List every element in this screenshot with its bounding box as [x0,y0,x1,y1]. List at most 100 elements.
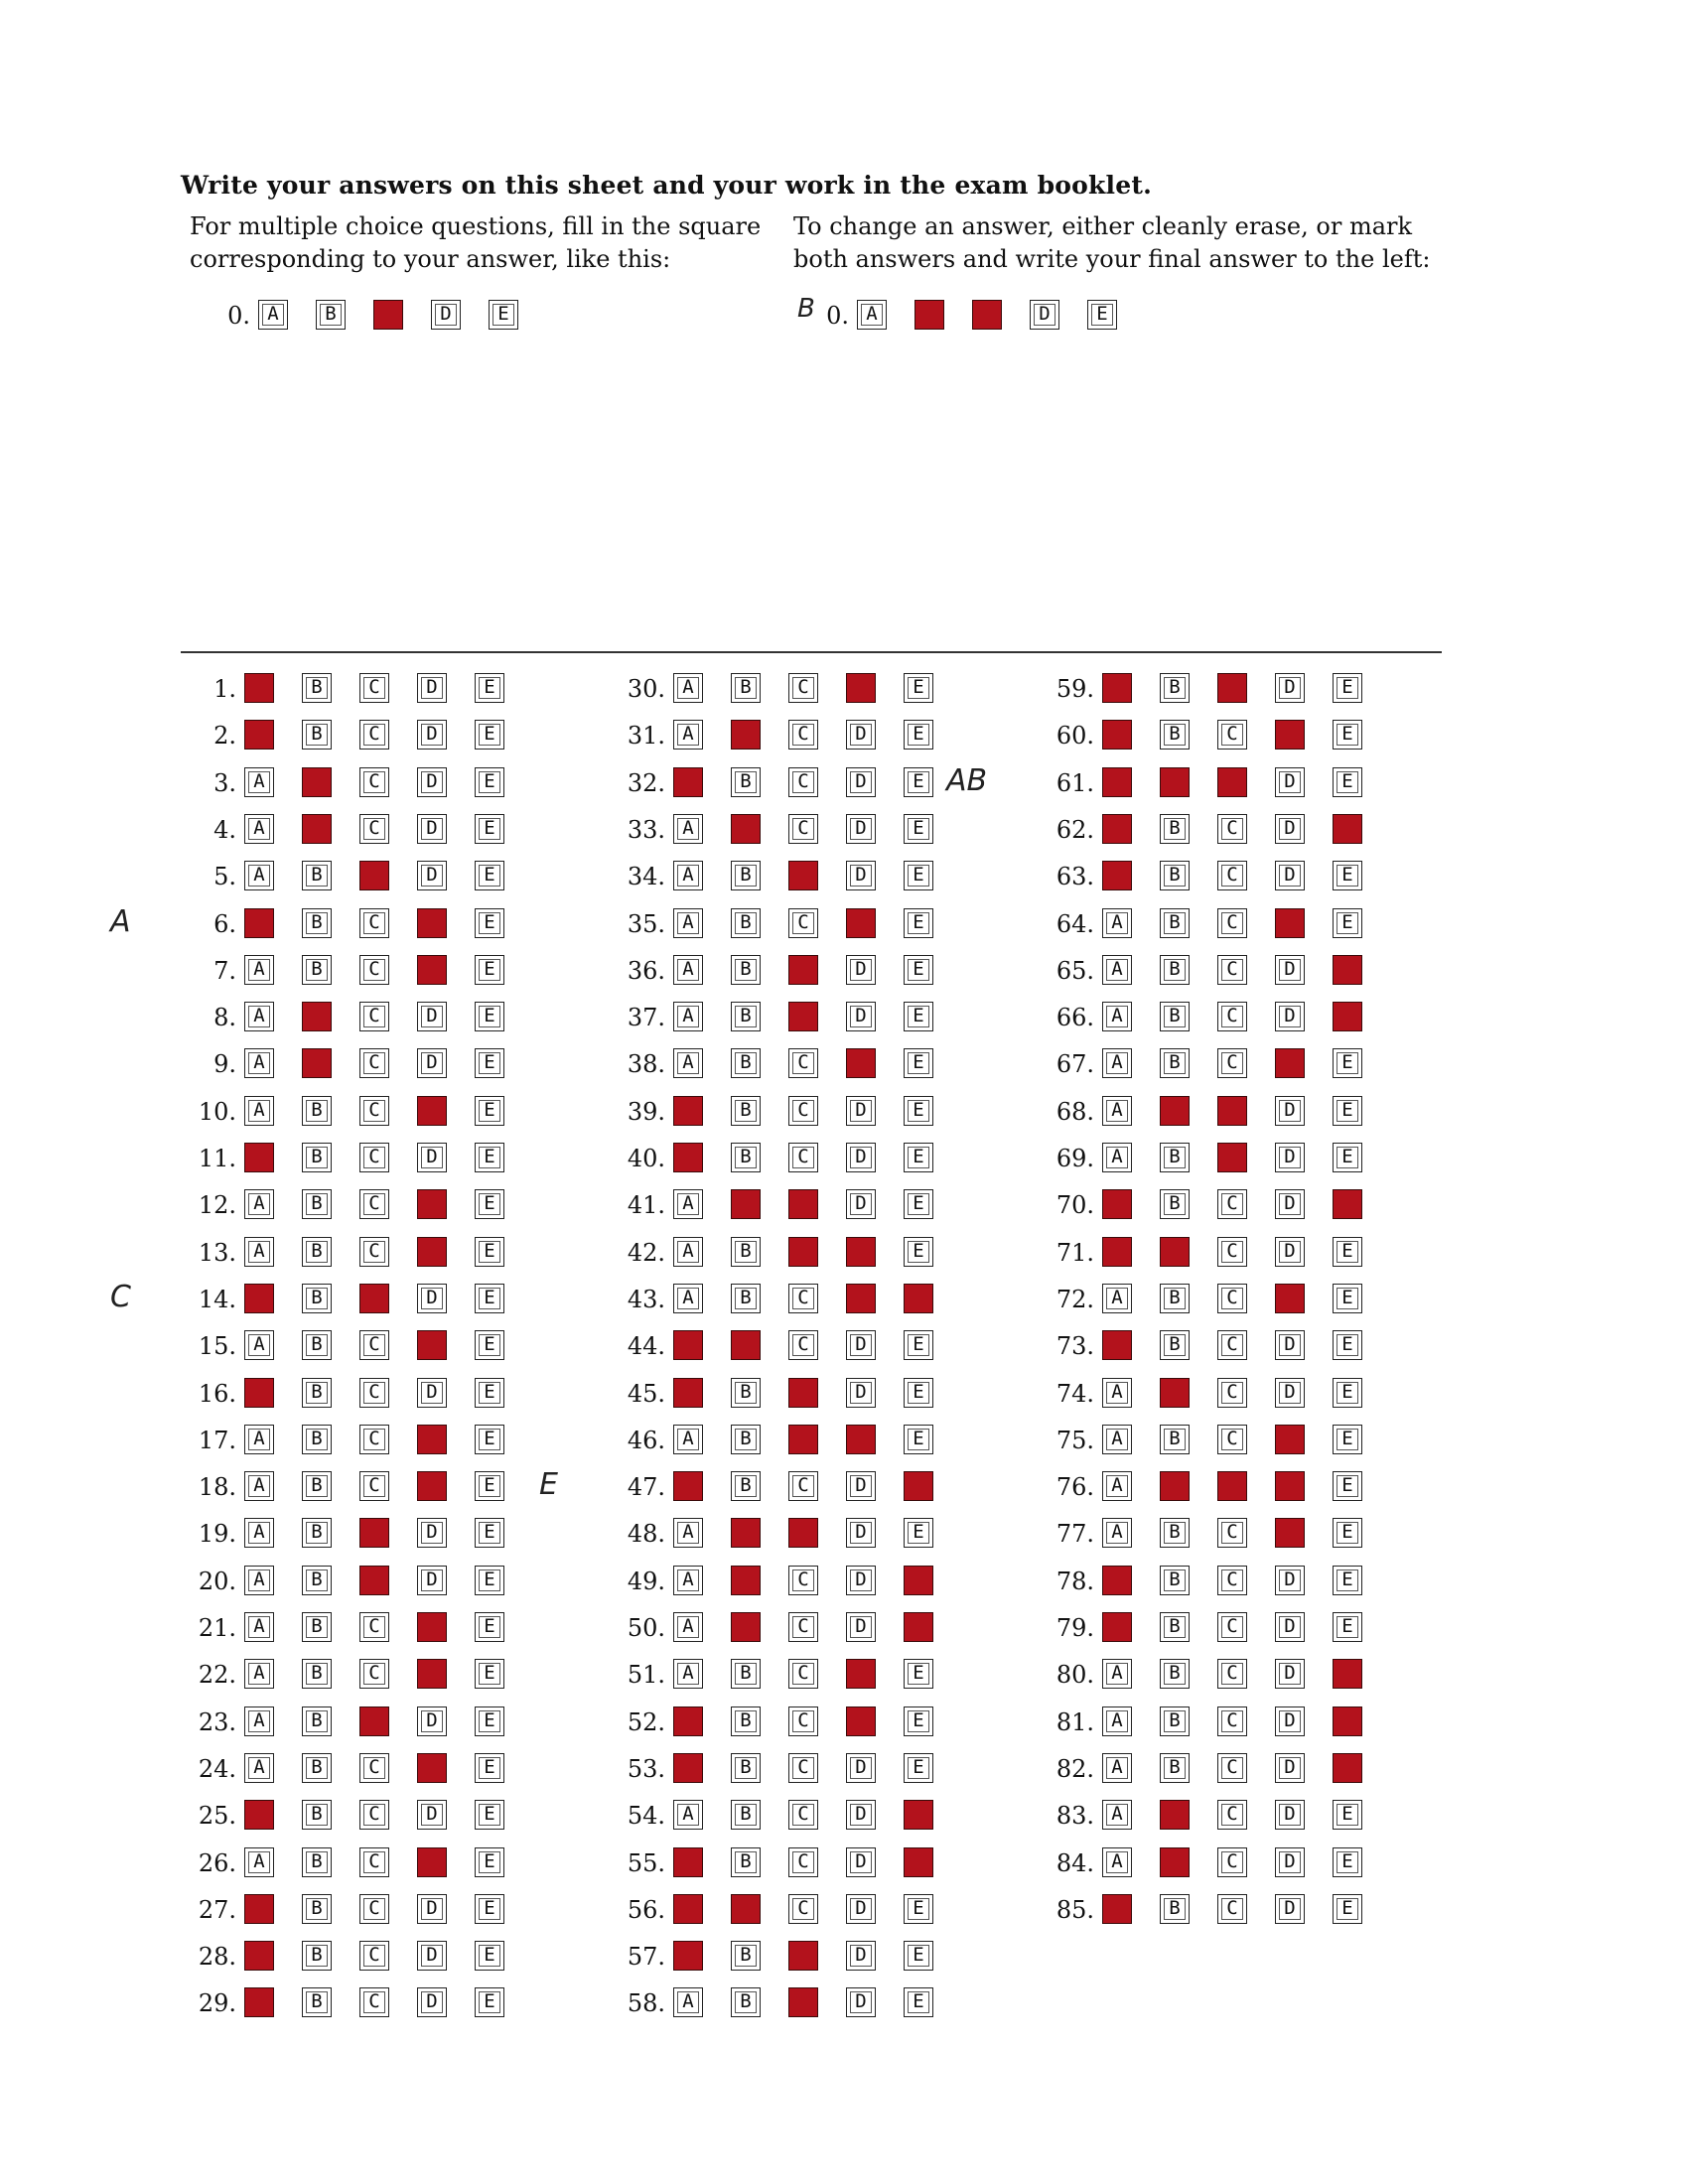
choice-e-box[interactable]: E [475,1377,504,1408]
choice-b-box[interactable]: B [1160,1095,1190,1126]
choice-c-box[interactable]: C [359,1471,389,1502]
choice-e-box[interactable]: E [1333,1800,1362,1831]
choice-e-box[interactable]: E [1333,1283,1362,1313]
choice-c-box[interactable]: C [788,1846,818,1877]
choice-e-box[interactable]: E [904,1377,933,1408]
choice-b-box[interactable]: B [1160,1800,1190,1831]
choice-e-box[interactable]: E [904,1095,933,1126]
choice-a-box[interactable]: A [244,720,274,751]
choice-c-box[interactable]: C [1217,1565,1247,1595]
choice-b-box[interactable]: B [302,907,332,938]
choice-d-box[interactable]: D [1275,1189,1305,1220]
choice-e-box[interactable]: E [904,1659,933,1690]
choice-e-box[interactable]: E [475,1143,504,1172]
choice-a-box[interactable]: A [673,1330,703,1361]
choice-c-box[interactable]: C [373,300,403,330]
choice-b-box[interactable]: B [302,1095,332,1126]
choice-c-box[interactable]: C [359,1377,389,1408]
choice-b-box[interactable]: B [302,1002,332,1032]
choice-c-box[interactable]: C [788,1659,818,1690]
choice-e-box[interactable]: E [475,1800,504,1831]
choice-a-box[interactable]: A [244,1752,274,1783]
choice-a-box[interactable]: A [244,1846,274,1877]
choice-e-box[interactable]: E [475,673,504,703]
choice-d-box[interactable]: D [1275,813,1305,844]
choice-d-box[interactable]: D [846,1846,876,1877]
choice-d-box[interactable]: D [431,300,461,330]
choice-a-box[interactable]: A [244,1048,274,1079]
choice-d-box[interactable]: D [846,907,876,938]
choice-d-box[interactable]: D [417,1283,447,1313]
choice-a-box[interactable]: A [673,1002,703,1032]
choice-e-box[interactable]: E [904,1330,933,1361]
choice-c-box[interactable]: C [788,1471,818,1502]
choice-d-box[interactable]: D [417,1565,447,1595]
choice-a-box[interactable]: A [244,1565,274,1595]
choice-c-box[interactable]: C [1217,1752,1247,1783]
choice-e-box[interactable]: E [1333,1048,1362,1079]
choice-a-box[interactable]: A [673,766,703,797]
choice-a-box[interactable]: A [673,1189,703,1220]
choice-a-box[interactable]: A [1102,720,1132,751]
choice-c-box[interactable]: C [1217,954,1247,985]
choice-c-box[interactable]: C [788,1800,818,1831]
choice-c-box[interactable]: C [1217,1002,1247,1032]
choice-a-box[interactable]: A [673,1987,703,2018]
choice-b-box[interactable]: B [731,1659,761,1690]
choice-a-box[interactable]: A [244,1941,274,1972]
choice-c-box[interactable]: C [788,673,818,703]
choice-c-box[interactable]: C [1217,1612,1247,1642]
choice-b-box[interactable]: B [1160,1189,1190,1220]
choice-d-box[interactable]: D [417,1706,447,1736]
choice-e-box[interactable]: E [475,954,504,985]
choice-d-box[interactable]: D [417,1377,447,1408]
choice-a-box[interactable]: A [1102,1752,1132,1783]
choice-c-box[interactable]: C [1217,813,1247,844]
choice-a-box[interactable]: A [1102,954,1132,985]
choice-d-box[interactable]: D [1275,954,1305,985]
choice-e-box[interactable]: E [904,861,933,891]
choice-e-box[interactable]: E [475,1612,504,1642]
choice-b-box[interactable]: B [731,1800,761,1831]
choice-b-box[interactable]: B [1160,1518,1190,1549]
choice-b-box[interactable]: B [302,1846,332,1877]
choice-a-box[interactable]: A [244,1283,274,1313]
choice-a-box[interactable]: A [1102,673,1132,703]
choice-b-box[interactable]: B [302,720,332,751]
choice-c-box[interactable]: C [359,1706,389,1736]
choice-c-box[interactable]: C [788,861,818,891]
choice-d-box[interactable]: D [846,954,876,985]
choice-a-box[interactable]: A [1102,1800,1132,1831]
choice-d-box[interactable]: D [846,1800,876,1831]
choice-a-box[interactable]: A [673,1941,703,1972]
choice-c-box[interactable]: C [788,1752,818,1783]
choice-b-box[interactable]: B [731,813,761,844]
choice-b-box[interactable]: B [1160,1002,1190,1032]
choice-b-box[interactable]: B [302,1377,332,1408]
choice-a-box[interactable]: A [244,907,274,938]
choice-c-box[interactable]: C [1217,1518,1247,1549]
choice-e-box[interactable]: E [475,1846,504,1877]
choice-a-box[interactable]: A [244,1987,274,2018]
choice-a-box[interactable]: A [673,720,703,751]
choice-b-box[interactable]: B [731,720,761,751]
choice-d-box[interactable]: D [417,1941,447,1972]
choice-d-box[interactable]: D [1275,1752,1305,1783]
choice-d-box[interactable]: D [1275,1612,1305,1642]
choice-b-box[interactable]: B [1160,861,1190,891]
choice-d-box[interactable]: D [846,1048,876,1079]
choice-d-box[interactable]: D [846,1752,876,1783]
choice-b-box[interactable]: B [1160,813,1190,844]
choice-a-box[interactable]: A [244,813,274,844]
choice-d-box[interactable]: D [417,1659,447,1690]
choice-b-box[interactable]: B [1160,1424,1190,1454]
choice-e-box[interactable]: E [1333,1095,1362,1126]
choice-d-box[interactable]: D [1275,766,1305,797]
choice-c-box[interactable]: C [788,1189,818,1220]
choice-d-box[interactable]: D [846,1236,876,1267]
choice-e-box[interactable]: E [904,1518,933,1549]
choice-b-box[interactable]: B [731,861,761,891]
choice-a-box[interactable]: A [244,766,274,797]
choice-a-box[interactable]: A [1102,1518,1132,1549]
choice-d-box[interactable]: D [1275,1377,1305,1408]
